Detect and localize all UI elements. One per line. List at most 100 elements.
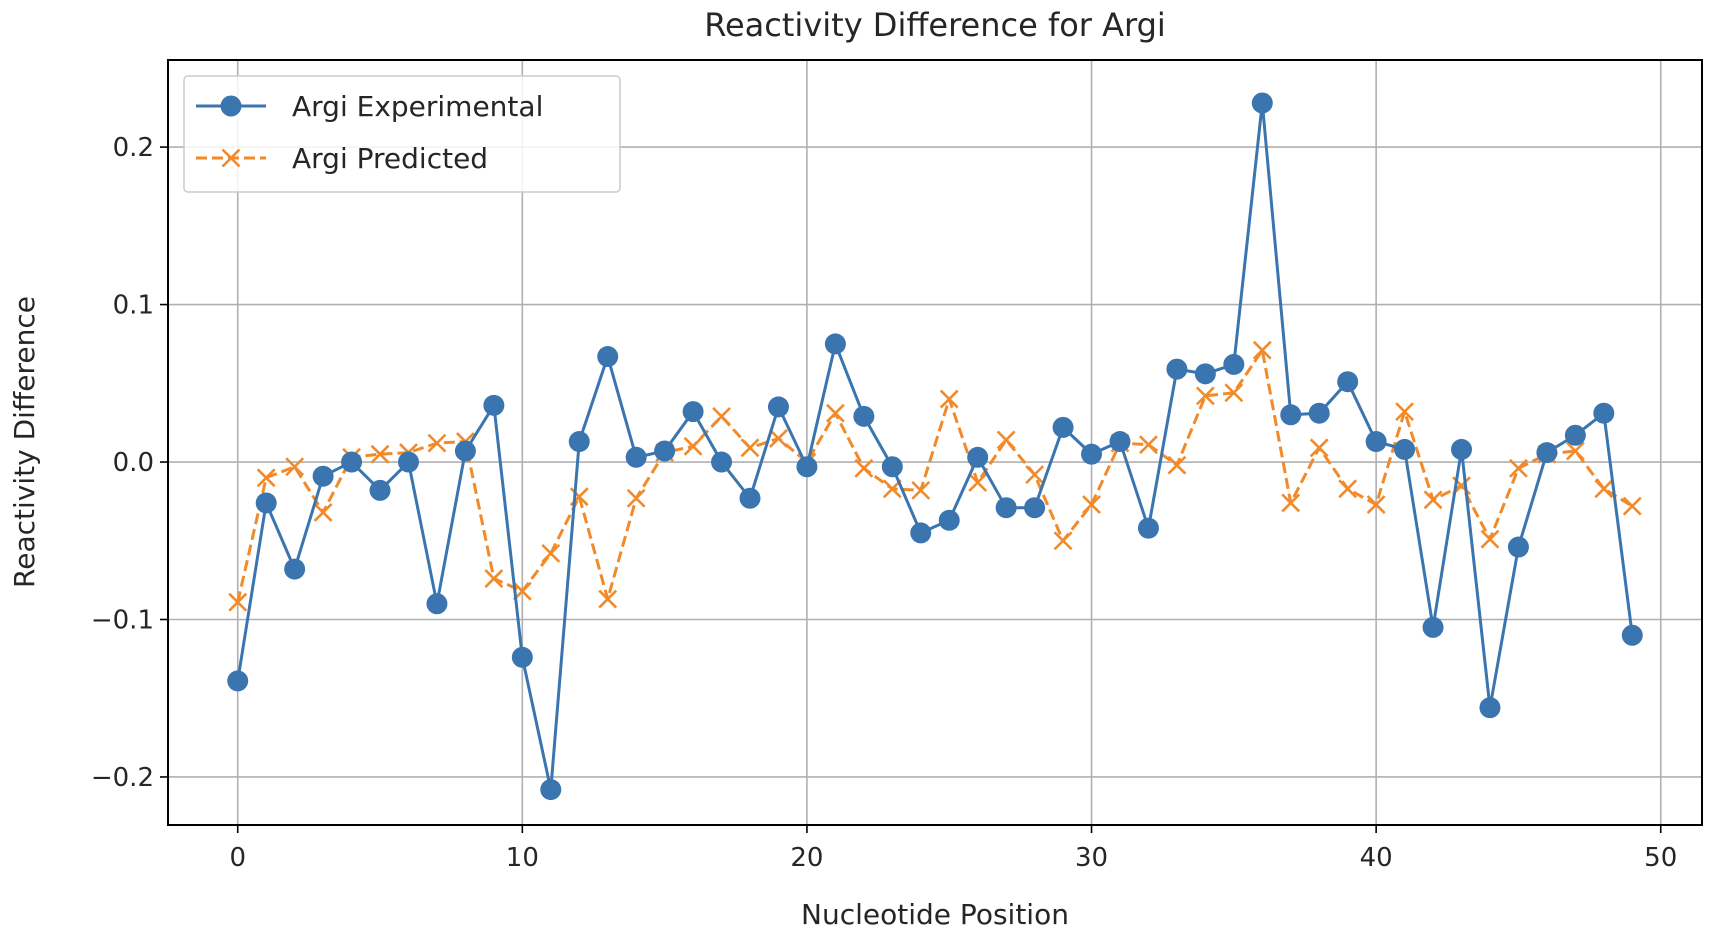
data-point xyxy=(1308,402,1330,424)
y-tick-label: 0.2 xyxy=(113,133,154,163)
data-point xyxy=(1280,404,1302,426)
data-point xyxy=(1422,616,1444,638)
data-point xyxy=(511,646,533,668)
series-line xyxy=(236,348,1634,603)
data-point-x xyxy=(769,428,788,448)
data-point xyxy=(767,396,789,418)
data-point-x xyxy=(911,480,931,500)
data-point xyxy=(397,451,419,473)
data-point-x xyxy=(939,389,959,409)
data-point xyxy=(1536,442,1558,464)
data-point-x xyxy=(313,502,333,522)
data-point xyxy=(1593,402,1615,424)
data-point xyxy=(711,451,733,473)
data-point-x xyxy=(1338,479,1358,499)
data-point xyxy=(1621,624,1643,646)
plot-area-frame xyxy=(167,59,1703,826)
data-point xyxy=(853,405,875,427)
data-point xyxy=(1109,431,1131,453)
data-point xyxy=(483,394,505,416)
legend-entry: Argi Experimental xyxy=(196,90,543,123)
data-point-x xyxy=(626,488,646,508)
data-point-x xyxy=(968,473,988,492)
data-point xyxy=(1507,536,1529,558)
data-point-x xyxy=(683,436,703,456)
data-point xyxy=(568,431,590,453)
data-point-x xyxy=(740,438,760,458)
y-tick-label: 0.0 xyxy=(113,448,154,478)
data-point xyxy=(1479,697,1501,719)
x-tick-label: 20 xyxy=(790,843,823,873)
data-point xyxy=(1365,431,1387,453)
x-tick-label: 10 xyxy=(506,843,539,873)
y-tick-label: 0.1 xyxy=(113,291,154,321)
data-point xyxy=(995,497,1017,519)
data-point-x xyxy=(1594,479,1614,499)
data-point-x xyxy=(1053,531,1073,551)
data-point xyxy=(625,446,647,468)
legend-entry: Argi Predicted xyxy=(196,142,488,175)
y-axis-ticks: −0.2 −0.1 0.0 0.1 0.2 xyxy=(91,133,168,793)
data-point-x xyxy=(1082,495,1101,514)
legend-marker xyxy=(221,148,241,168)
data-point xyxy=(255,492,277,514)
data-point xyxy=(938,509,960,531)
data-point xyxy=(312,465,334,487)
data-point-x xyxy=(996,430,1016,450)
data-point-x xyxy=(1025,465,1045,485)
series-predicted xyxy=(228,340,1642,612)
data-point xyxy=(1081,443,1103,465)
y-tick-label: −0.2 xyxy=(91,763,154,793)
data-point xyxy=(654,440,676,462)
grid-lines xyxy=(168,60,1702,825)
data-point-x xyxy=(370,444,390,464)
x-tick-label: 50 xyxy=(1644,843,1677,873)
data-point-x xyxy=(1480,529,1500,549)
data-point-x xyxy=(1366,495,1386,514)
data-point xyxy=(284,558,306,580)
data-point xyxy=(739,487,761,509)
data-point xyxy=(1337,371,1359,393)
x-axis-ticks: 0 10 20 30 40 50 xyxy=(229,825,1677,873)
data-point-x xyxy=(1224,383,1244,403)
legend: Argi Experimental Argi Predicted xyxy=(183,75,621,193)
x-tick-label: 0 xyxy=(229,843,246,873)
data-point-x xyxy=(854,458,874,478)
data-point-x xyxy=(484,569,504,588)
data-point xyxy=(910,522,932,544)
data-point-x xyxy=(1167,455,1187,475)
data-point xyxy=(540,779,562,801)
data-point-x xyxy=(541,543,561,563)
data-point-x xyxy=(1139,435,1158,455)
data-point xyxy=(454,440,476,462)
series-experimental xyxy=(227,92,1643,801)
legend-box xyxy=(183,75,621,193)
data-point-x xyxy=(1252,340,1272,360)
data-point-x xyxy=(256,468,276,488)
x-tick-label: 40 xyxy=(1360,843,1393,873)
x-tick-label: 30 xyxy=(1075,843,1108,873)
data-point xyxy=(1564,424,1586,446)
data-point xyxy=(1451,438,1473,460)
data-point-x xyxy=(712,406,731,426)
data-point-x xyxy=(1565,441,1585,461)
data-point xyxy=(1024,497,1046,519)
chart-title: Reactivity Difference for Argi xyxy=(704,6,1166,44)
data-point-x xyxy=(1423,490,1443,510)
y-axis-label: Reactivity Difference xyxy=(8,296,41,588)
data-point-x xyxy=(1395,402,1415,422)
data-point-x xyxy=(1309,438,1329,458)
plot-series xyxy=(227,92,1643,801)
data-point xyxy=(1166,358,1188,380)
data-point xyxy=(369,479,391,501)
data-point xyxy=(426,593,448,615)
data-point-x xyxy=(825,403,845,423)
data-point-x xyxy=(285,457,305,477)
data-point xyxy=(796,456,818,478)
data-point xyxy=(682,401,704,423)
data-point-x xyxy=(1509,458,1528,478)
x-axis-label: Nucleotide Position xyxy=(801,898,1069,931)
y-tick-label: −0.1 xyxy=(91,605,154,635)
data-point xyxy=(881,456,903,478)
